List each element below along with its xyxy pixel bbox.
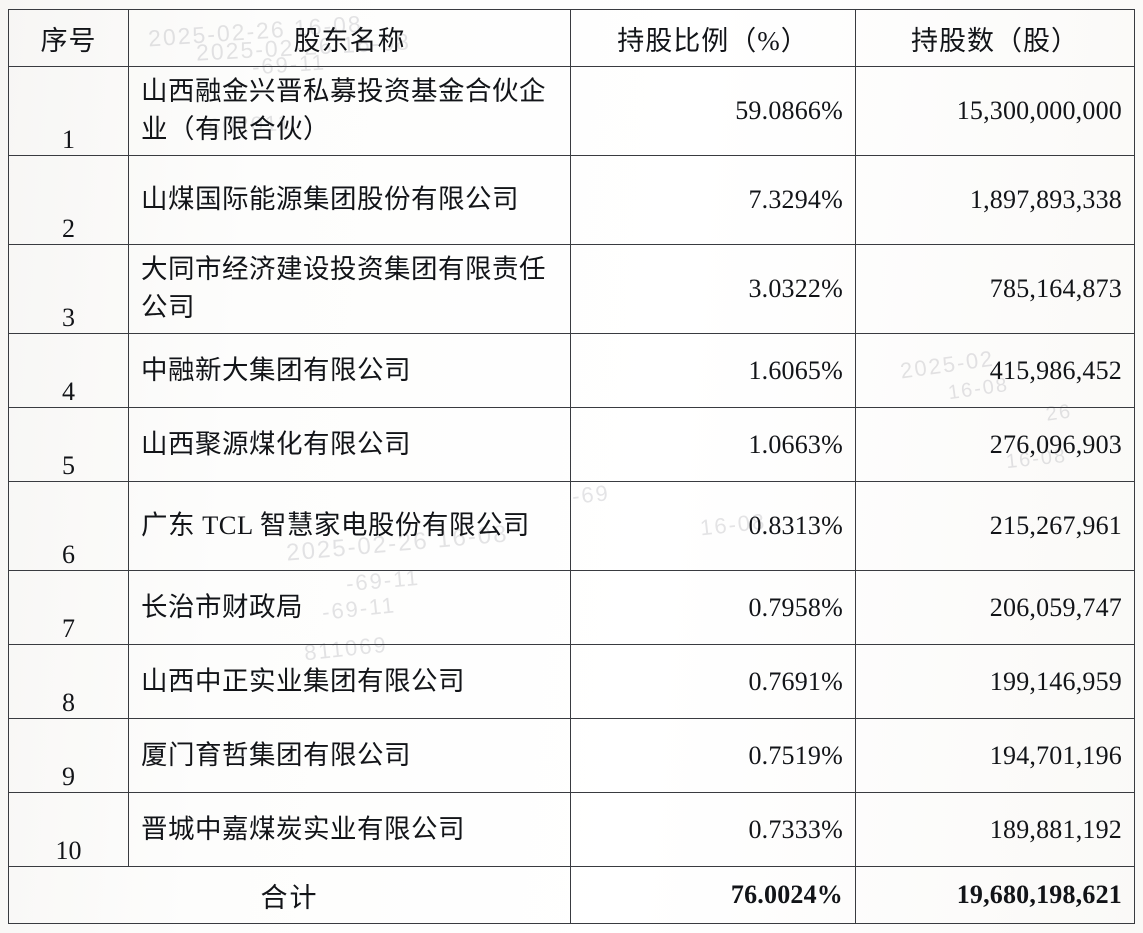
row-index-cell: 1: [8, 66, 129, 156]
row-index-cell: 2: [8, 155, 129, 245]
holding-shares-cell: 415,986,452: [855, 333, 1135, 408]
shareholder-name-cell: 山西聚源煤化有限公司: [128, 407, 571, 482]
table-row: 6 广东 TCL 智慧家电股份有限公司 0.8313% 215,267,961: [8, 481, 1135, 571]
holding-shares-cell: 206,059,747: [855, 570, 1135, 645]
shareholder-name-cell: 长治市财政局: [128, 570, 571, 645]
shareholder-name-cell: 中融新大集团有限公司: [128, 333, 571, 408]
shareholder-name-cell: 山煤国际能源集团股份有限公司: [128, 155, 571, 245]
holding-shares-cell: 199,146,959: [855, 644, 1135, 719]
table-row: 9 厦门育哲集团有限公司 0.7519% 194,701,196: [8, 718, 1135, 793]
holding-percent-cell: 7.3294%: [570, 155, 856, 245]
row-index-cell: 6: [8, 481, 129, 571]
holding-shares-cell: 276,096,903: [855, 407, 1135, 482]
total-percent: 76.0024%: [570, 866, 856, 924]
holding-shares-cell: 15,300,000,000: [855, 66, 1135, 156]
holding-percent-cell: 0.7333%: [570, 792, 856, 867]
shareholder-table-container: 序号 股东名称 持股比例（%） 持股数（股） 1 山西融金兴晋私募投资基金合伙企业…: [8, 9, 1135, 924]
shareholder-name-cell: 山西中正实业集团有限公司: [128, 644, 571, 719]
shareholder-name-cell: 厦门育哲集团有限公司: [128, 718, 571, 793]
table-total-row: 合计 76.0024% 19,680,198,621: [8, 866, 1135, 924]
table-row: 3 大同市经济建设投资集团有限责任公司 3.0322% 785,164,873: [8, 244, 1135, 334]
row-index-cell: 7: [8, 570, 129, 645]
row-index-cell: 3: [8, 244, 129, 334]
row-index-cell: 9: [8, 718, 129, 793]
total-shares: 19,680,198,621: [855, 866, 1135, 924]
shareholder-name-cell: 广东 TCL 智慧家电股份有限公司: [128, 481, 571, 571]
holding-percent-cell: 3.0322%: [570, 244, 856, 334]
table-header-row: 序号 股东名称 持股比例（%） 持股数（股）: [8, 9, 1135, 67]
row-index-cell: 5: [8, 407, 129, 482]
holding-shares-cell: 1,897,893,338: [855, 155, 1135, 245]
table-row: 4 中融新大集团有限公司 1.6065% 415,986,452: [8, 333, 1135, 408]
shareholder-table: 序号 股东名称 持股比例（%） 持股数（股） 1 山西融金兴晋私募投资基金合伙企业…: [8, 9, 1135, 924]
holding-percent-cell: 0.7519%: [570, 718, 856, 793]
holding-percent-cell: 0.7958%: [570, 570, 856, 645]
column-header-percent: 持股比例（%）: [570, 9, 856, 67]
holding-shares-cell: 194,701,196: [855, 718, 1135, 793]
shareholder-name-cell: 山西融金兴晋私募投资基金合伙企业（有限合伙）: [128, 66, 571, 156]
table-row: 10 晋城中嘉煤炭实业有限公司 0.7333% 189,881,192: [8, 792, 1135, 867]
column-header-shares: 持股数（股）: [855, 9, 1135, 67]
holding-percent-cell: 0.8313%: [570, 481, 856, 571]
table-row: 5 山西聚源煤化有限公司 1.0663% 276,096,903: [8, 407, 1135, 482]
column-header-index: 序号: [8, 9, 129, 67]
table-row: 2 山煤国际能源集团股份有限公司 7.3294% 1,897,893,338: [8, 155, 1135, 245]
row-index-cell: 4: [8, 333, 129, 408]
holding-percent-cell: 1.6065%: [570, 333, 856, 408]
holding-shares-cell: 785,164,873: [855, 244, 1135, 334]
total-label: 合计: [8, 866, 571, 924]
holding-percent-cell: 1.0663%: [570, 407, 856, 482]
shareholder-name-cell: 大同市经济建设投资集团有限责任公司: [128, 244, 571, 334]
table-row: 7 长治市财政局 0.7958% 206,059,747: [8, 570, 1135, 645]
table-row: 8 山西中正实业集团有限公司 0.7691% 199,146,959: [8, 644, 1135, 719]
row-index-cell: 10: [8, 792, 129, 867]
shareholder-name-cell: 晋城中嘉煤炭实业有限公司: [128, 792, 571, 867]
holding-shares-cell: 189,881,192: [855, 792, 1135, 867]
holding-shares-cell: 215,267,961: [855, 481, 1135, 571]
holding-percent-cell: 0.7691%: [570, 644, 856, 719]
column-header-name: 股东名称: [128, 9, 571, 67]
row-index-cell: 8: [8, 644, 129, 719]
holding-percent-cell: 59.0866%: [570, 66, 856, 156]
table-row: 1 山西融金兴晋私募投资基金合伙企业（有限合伙） 59.0866% 15,300,00…: [8, 66, 1135, 156]
